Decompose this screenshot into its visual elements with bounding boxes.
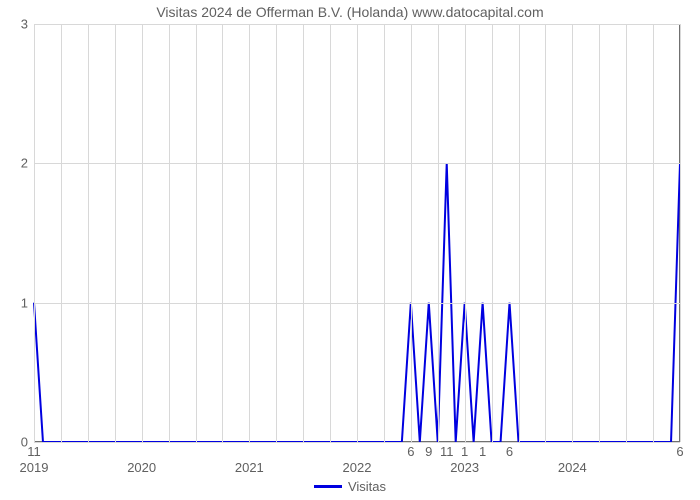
y-tick-label: 2	[21, 156, 34, 171]
gridline-v	[88, 24, 89, 442]
x-tick-label: 2024	[558, 442, 587, 475]
gridline-v	[222, 24, 223, 442]
value-label: 11	[27, 442, 41, 459]
legend: Visitas	[0, 478, 700, 494]
gridline-v	[169, 24, 170, 442]
x-tick-label: 2021	[235, 442, 264, 475]
value-label: 6	[676, 442, 683, 459]
gridline-v	[519, 24, 520, 442]
legend-label: Visitas	[348, 479, 386, 494]
value-label: 9	[425, 442, 432, 459]
gridline-v	[384, 24, 385, 442]
gridline-v	[196, 24, 197, 442]
gridline-v	[545, 24, 546, 442]
gridline-v	[61, 24, 62, 442]
chart-title: Visitas 2024 de Offerman B.V. (Holanda) …	[0, 4, 700, 20]
gridline-v	[249, 24, 250, 442]
gridline-v	[276, 24, 277, 442]
gridline-v	[357, 24, 358, 442]
gridline-v	[330, 24, 331, 442]
gridline-v	[142, 24, 143, 442]
legend-swatch	[314, 485, 342, 488]
value-label: 11	[440, 442, 454, 459]
chart-container: { "chart": { "type": "line", "title": "V…	[0, 0, 700, 500]
plot-area: 01232019202020212022202320241169111166	[34, 24, 680, 442]
value-label: 6	[506, 442, 513, 459]
value-label: 6	[407, 442, 414, 459]
x-tick-label: 2022	[343, 442, 372, 475]
gridline-v	[572, 24, 573, 442]
gridline-v	[653, 24, 654, 442]
gridline-v	[303, 24, 304, 442]
gridline-v	[680, 24, 681, 442]
y-tick-label: 1	[21, 295, 34, 310]
gridline-v	[626, 24, 627, 442]
gridline-v	[438, 24, 439, 442]
gridline-v	[411, 24, 412, 442]
gridline-v	[465, 24, 466, 442]
value-label: 1	[479, 442, 486, 459]
y-tick-label: 3	[21, 17, 34, 32]
gridline-v	[599, 24, 600, 442]
value-label: 1	[461, 442, 468, 459]
gridline-v	[492, 24, 493, 442]
gridline-v	[34, 24, 35, 442]
x-tick-label: 2020	[127, 442, 156, 475]
gridline-v	[115, 24, 116, 442]
